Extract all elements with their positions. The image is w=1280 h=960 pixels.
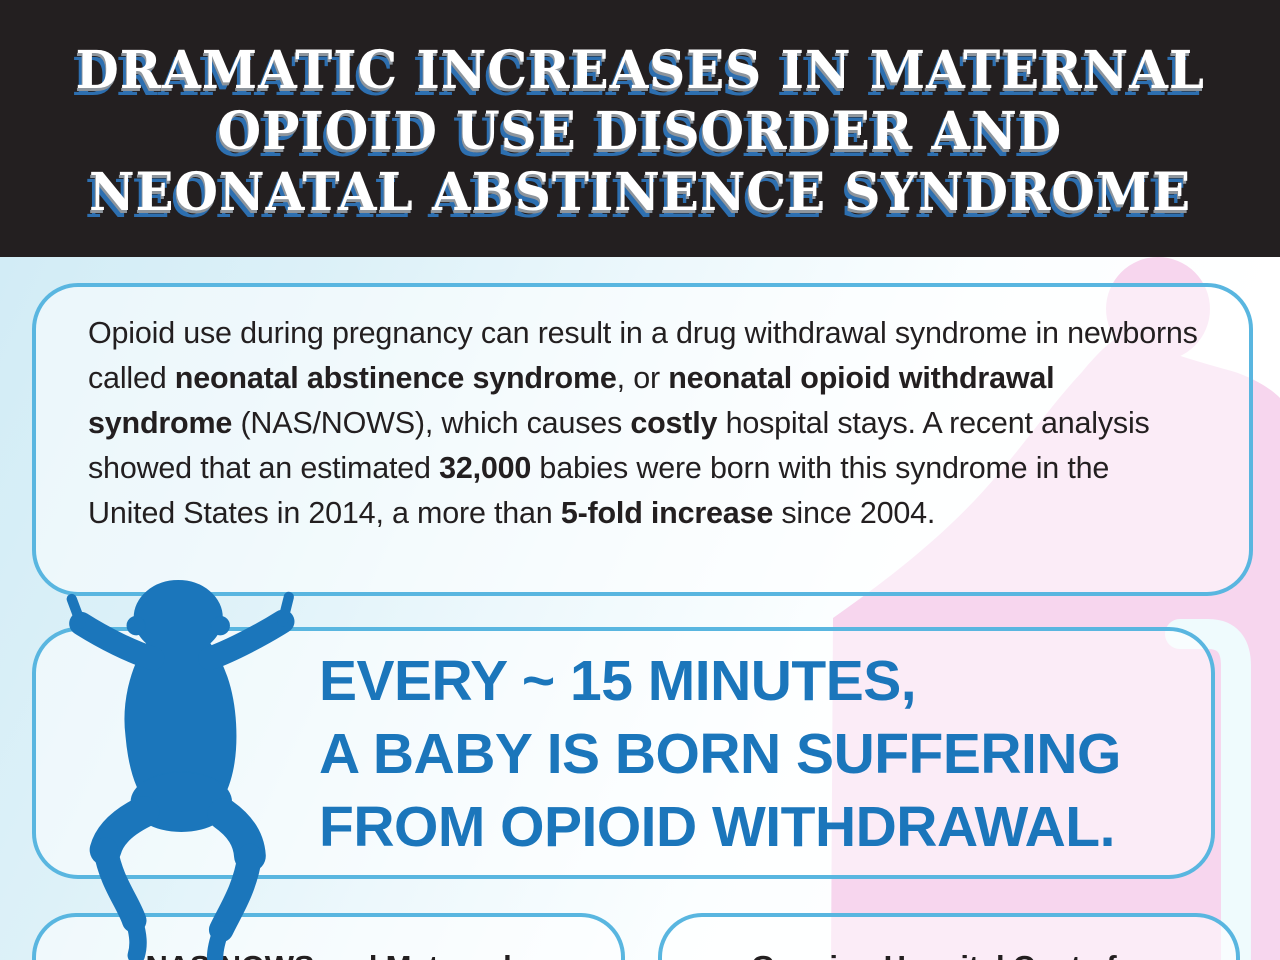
header-title-line1: DRAMATIC INCREASES IN MATERNAL xyxy=(75,40,1205,101)
section-card-hospital-costs: Growing Hospital Costs for xyxy=(658,913,1240,960)
header-banner: DRAMATIC INCREASES IN MATERNAL OPIOID US… xyxy=(0,0,1280,257)
intro-card: Opioid use during pregnancy can result i… xyxy=(32,283,1253,596)
header-title-line2: OPIOID USE DISORDER AND xyxy=(217,101,1063,162)
stat-line2: A BABY IS BORN SUFFERING xyxy=(319,722,1121,786)
header-title-line3: NEONATAL ABSTINENCE SYNDROME xyxy=(88,162,1192,223)
section-title-left: NAS/NOWS and Maternal xyxy=(36,949,621,960)
baby-bottle-silhouette-icon xyxy=(1165,619,1251,960)
intro-paragraph: Opioid use during pregnancy can result i… xyxy=(88,316,1198,530)
section-title-right: Growing Hospital Costs for xyxy=(662,949,1236,960)
stat-callout-card: EVERY ~ 15 MINUTES, A BABY IS BORN SUFFE… xyxy=(32,627,1215,879)
stat-line1: EVERY ~ 15 MINUTES, xyxy=(319,649,917,713)
stat-line3: FROM OPIOID WITHDRAWAL. xyxy=(319,795,1115,859)
baby-silhouette-icon xyxy=(66,580,295,960)
